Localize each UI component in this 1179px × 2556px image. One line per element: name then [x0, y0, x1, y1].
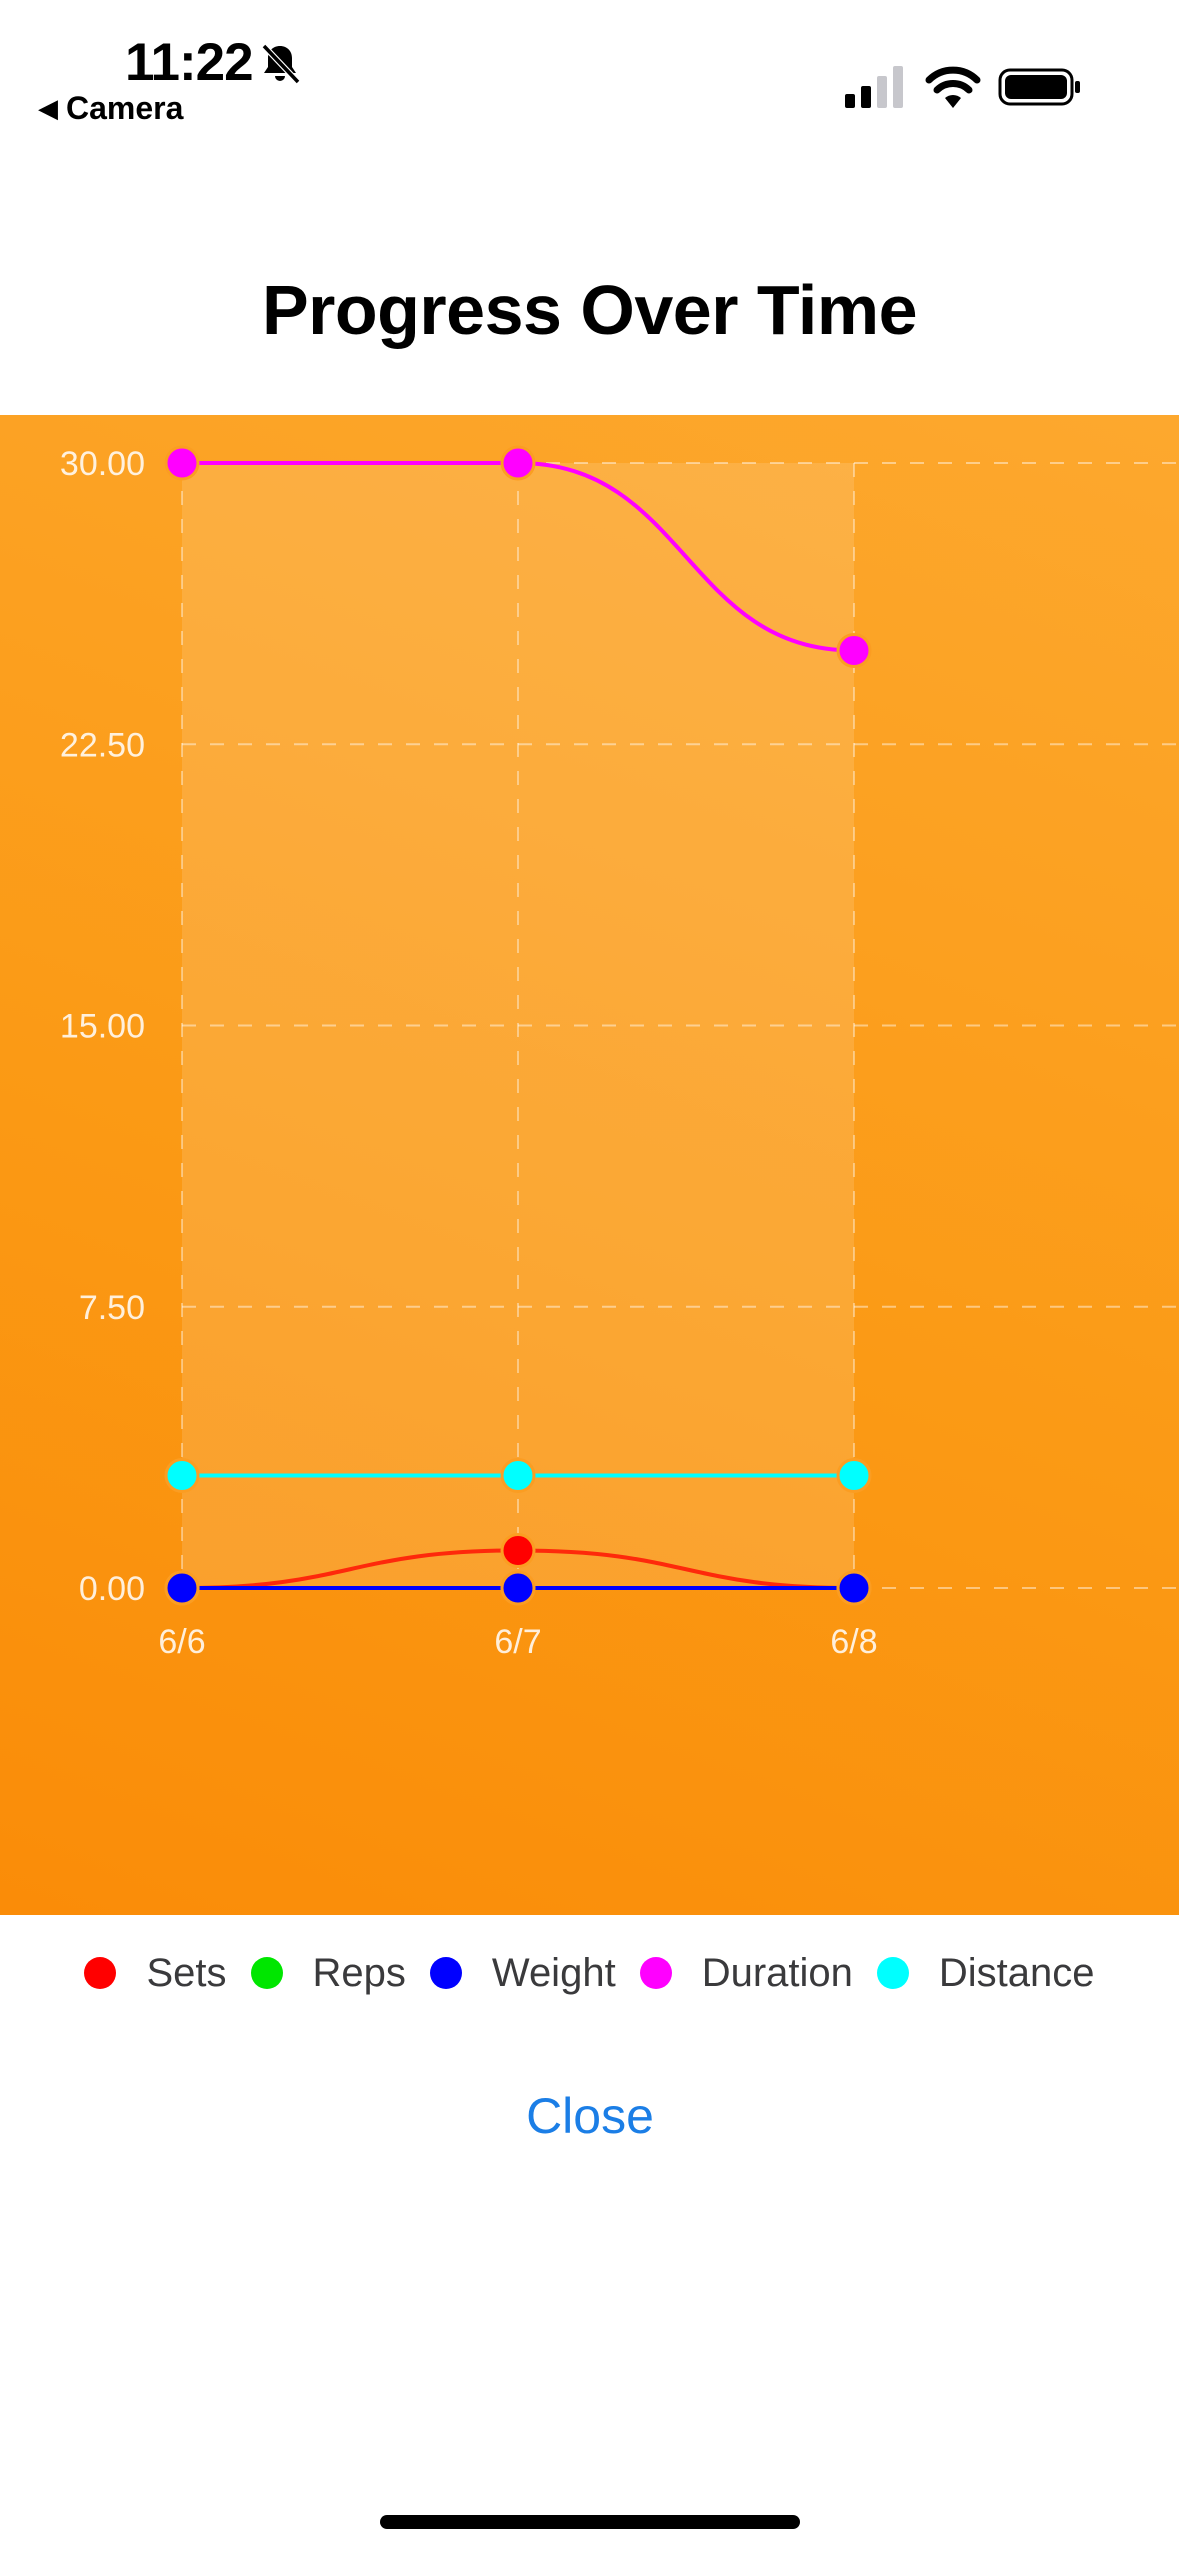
data-point-sets	[500, 1533, 536, 1568]
legend-dot	[429, 1957, 462, 1989]
wifi-icon	[925, 66, 981, 108]
legend-dot	[639, 1957, 672, 1989]
legend-label: Distance	[938, 1950, 1095, 1995]
legend-item-duration: Duration	[639, 1950, 853, 1996]
status-time: 11:22	[125, 33, 254, 92]
data-point-distance	[500, 1458, 536, 1493]
y-tick-label: 7.50	[79, 1289, 145, 1327]
back-to-camera-button[interactable]: ◀ Camera	[38, 90, 183, 127]
status-bar: 11:22 ◀ Camera	[0, 0, 1179, 150]
series-line-duration	[181, 461, 855, 653]
legend-item-sets: Sets	[84, 1950, 227, 1996]
legend-item-reps: Reps	[250, 1950, 406, 1996]
legend-label: Weight	[491, 1950, 616, 1995]
y-tick-label: 15.00	[60, 1008, 145, 1046]
legend-dot	[84, 1957, 117, 1989]
legend-label: Reps	[312, 1950, 406, 1995]
data-point-distance	[164, 1458, 200, 1493]
back-to-camera-label: Camera	[66, 90, 184, 126]
close-button[interactable]: Close	[440, 2080, 740, 2150]
y-tick-label: 30.00	[60, 445, 145, 483]
battery-icon	[998, 68, 1080, 106]
legend-label: Duration	[701, 1950, 853, 1995]
data-point-weight	[164, 1570, 200, 1606]
chart-legend: Sets Reps Weight Duration Distance	[0, 1945, 1179, 2001]
data-point-duration	[836, 633, 872, 668]
page-title: Progress Over Time	[261, 271, 918, 349]
data-point-duration	[500, 445, 536, 481]
y-tick-label: 22.50	[60, 726, 145, 764]
x-tick-label: 6/6	[158, 1623, 205, 1661]
data-point-duration	[164, 445, 200, 481]
y-tick-label: 0.00	[79, 1570, 145, 1608]
legend-item-weight: Weight	[429, 1950, 616, 1996]
data-point-weight	[500, 1570, 536, 1606]
progress-chart: 30.00 22.50 15.00 7.50 0.00 6/6 6/7 6/8	[60, 445, 1179, 1661]
home-indicator	[380, 2515, 800, 2529]
legend-item-distance: Distance	[876, 1950, 1095, 1996]
x-tick-label: 6/8	[830, 1623, 877, 1661]
chart-panel: 30.00 22.50 15.00 7.50 0.00 6/6 6/7 6/8	[0, 415, 1179, 1915]
bell-slash-icon	[261, 43, 301, 85]
data-point-distance	[836, 1458, 872, 1493]
legend-dot	[250, 1957, 283, 1989]
legend-label: Sets	[146, 1950, 227, 1995]
plot-area-fill	[182, 463, 854, 1588]
back-triangle-icon: ◀	[38, 93, 58, 123]
x-tick-label: 6/7	[494, 1623, 541, 1661]
cellular-signal-icon	[845, 66, 903, 108]
data-point-weight	[836, 1570, 872, 1606]
legend-dot	[876, 1957, 909, 1989]
